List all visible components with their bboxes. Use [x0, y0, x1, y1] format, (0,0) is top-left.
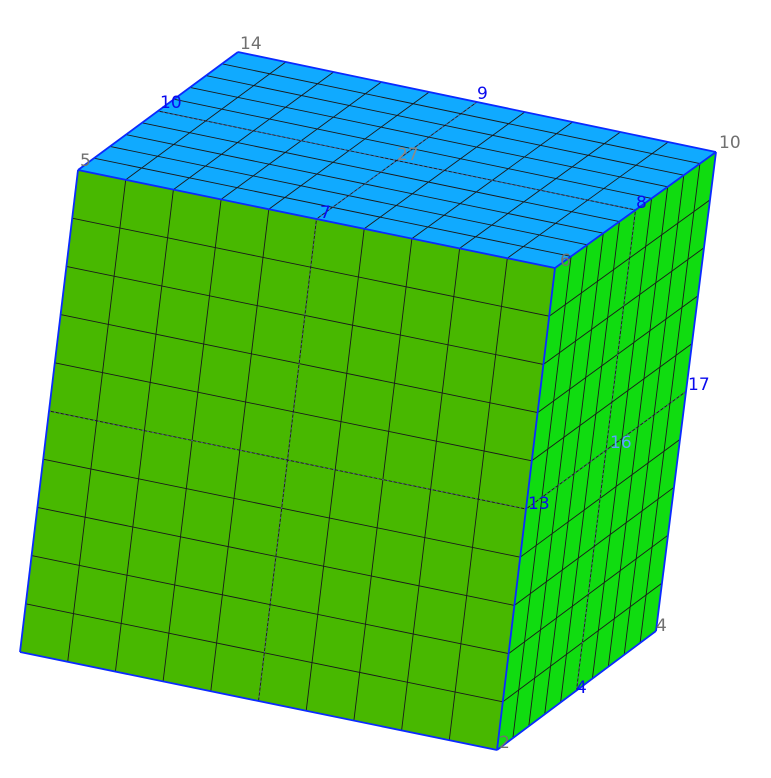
top-mid-a	[157, 110, 636, 211]
hidden-guide-lines	[48, 101, 687, 702]
top-mesh-line	[363, 111, 526, 230]
edge-right-top	[554, 151, 717, 269]
front-mesh-line	[448, 258, 508, 741]
edge-front-top	[77, 169, 556, 269]
top-mesh-line	[205, 75, 684, 176]
right-mesh-line	[591, 198, 653, 679]
top-face-mesh	[93, 61, 700, 259]
edge-front-right	[496, 267, 556, 751]
right-mid-horizontal	[525, 391, 687, 510]
top-mesh-line	[221, 63, 700, 165]
right-mesh-line	[607, 186, 669, 667]
front-mesh-line	[31, 555, 509, 655]
top-mesh-line	[189, 86, 668, 188]
edge-front-bottom	[19, 651, 498, 751]
front-mid-horizontal	[48, 410, 527, 510]
label-8: 8	[636, 193, 647, 213]
label-27: 27	[397, 145, 419, 165]
label-16: 16	[610, 433, 632, 453]
top-mid-b	[316, 101, 478, 220]
label-14: 14	[240, 34, 262, 54]
label-9: 9	[477, 84, 488, 104]
label-10-corner: 10	[719, 133, 741, 153]
right-mesh-line	[639, 163, 701, 643]
edge-top-left	[77, 51, 239, 171]
label-5: 5	[80, 151, 91, 171]
node-labels: 14 10 9 10 5 27 7 8 6 17 16 13 4 4 2	[80, 34, 741, 753]
label-7: 7	[320, 203, 331, 223]
front-mesh-line	[305, 228, 365, 711]
front-mesh-line	[401, 248, 461, 731]
edge-right-bottom	[496, 630, 657, 751]
front-mesh-line	[37, 506, 515, 606]
cube-edges	[19, 51, 717, 751]
label-2: 2	[499, 733, 510, 753]
label-6: 6	[560, 251, 571, 271]
label-13: 13	[528, 494, 550, 514]
right-mid-vertical	[576, 209, 636, 691]
edge-top-back	[237, 51, 717, 153]
front-mid-vertical	[258, 218, 317, 702]
edge-right-back	[655, 151, 717, 632]
right-mesh-line	[514, 486, 675, 606]
top-mesh-line	[507, 141, 669, 259]
top-mesh-line	[173, 98, 652, 199]
edge-front-left	[19, 169, 79, 653]
label-17: 17	[688, 375, 710, 395]
label-4-right: 4	[656, 616, 667, 636]
right-mesh-line	[508, 534, 669, 654]
label-10-top-left: 10	[160, 93, 182, 113]
right-mesh-line	[623, 175, 685, 655]
label-4-bottom: 4	[576, 678, 587, 698]
